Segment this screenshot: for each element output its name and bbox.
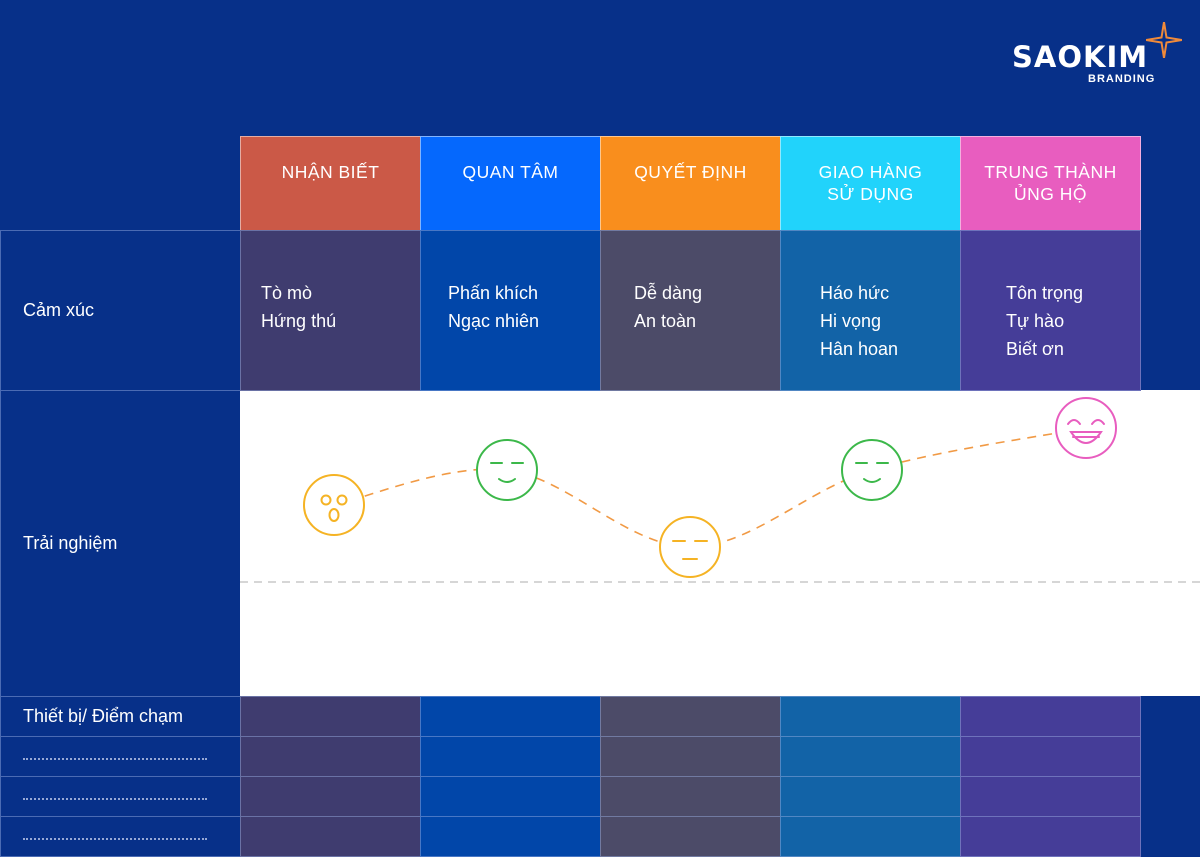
placeholder-cell [420, 736, 601, 777]
stage-header: QUYẾT ĐỊNH [600, 136, 781, 231]
emotion-item: An toàn [634, 311, 697, 331]
content-face-icon [476, 439, 538, 501]
emotion-item: Hi vọng [820, 311, 882, 331]
stage-header: TRUNG THÀNH ỦNG HỘ [960, 136, 1141, 231]
emotion-cell: Phấn khích Ngạc nhiên [420, 230, 601, 391]
placeholder-cell [240, 776, 421, 817]
emotion-item: Tự hào [1006, 311, 1065, 331]
row-label-emotion: Cảm xúc [0, 230, 241, 391]
emotion-item: Ngạc nhiên [448, 311, 540, 331]
dotted-line [23, 837, 207, 840]
laughing-face-icon [1055, 397, 1117, 459]
content-face-icon [841, 439, 903, 501]
emotion-item: Biết ơn [1006, 339, 1064, 359]
row-label-experience: Trải nghiệm [0, 390, 241, 697]
placeholder-row-label [0, 816, 241, 857]
placeholder-cell [600, 816, 781, 857]
emotion-item: Hứng thú [261, 311, 337, 331]
touchpoint-cell [240, 696, 421, 737]
emotion-cell: Tôn trọng Tự hào Biết ơn [960, 230, 1141, 391]
placeholder-cell [240, 816, 421, 857]
dotted-line [23, 757, 207, 760]
emotion-cell: Háo hức Hi vọng Hân hoan [780, 230, 961, 391]
placeholder-row-label [0, 736, 241, 777]
placeholder-cell [780, 816, 961, 857]
placeholder-cell [420, 776, 601, 817]
touchpoint-cell [600, 696, 781, 737]
emotion-item: Tôn trọng [1006, 283, 1084, 303]
placeholder-cell [780, 776, 961, 817]
row-label-device: Thiết bị/ Điểm chạm [0, 696, 241, 737]
emotion-cell: Dễ dàng An toàn [600, 230, 781, 391]
emotion-item: Hân hoan [820, 339, 899, 359]
star-icon [1146, 22, 1182, 58]
neutral-face-icon [659, 516, 721, 578]
touchpoint-cell [960, 696, 1141, 737]
brand-name: SAOKIM [1012, 40, 1149, 74]
placeholder-cell [240, 736, 421, 777]
surprised-face-icon [303, 474, 365, 536]
touchpoint-cell [420, 696, 601, 737]
stage-header: NHẬN BIẾT [240, 136, 421, 231]
placeholder-cell [960, 736, 1141, 777]
touchpoint-cell [780, 696, 961, 737]
experience-curve-svg [240, 397, 1200, 583]
emotion-item: Háo hức [820, 283, 890, 303]
placeholder-cell [960, 816, 1141, 857]
dotted-line [23, 797, 207, 800]
placeholder-cell [600, 736, 781, 777]
placeholder-cell [960, 776, 1141, 817]
placeholder-cell [420, 816, 601, 857]
experience-chart [240, 390, 1200, 696]
emotion-cell: Tò mò Hứng thú [240, 230, 421, 391]
brand-logo: SAOKIM BRANDING [1000, 22, 1190, 92]
placeholder-row-label [0, 776, 241, 817]
emotion-item: Phấn khích [448, 283, 539, 303]
emotion-item: Tò mò [261, 283, 313, 303]
placeholder-cell [600, 776, 781, 817]
stage-header: QUAN TÂM [420, 136, 601, 231]
brand-subtitle: BRANDING [1088, 73, 1156, 85]
placeholder-cell [780, 736, 961, 777]
emotion-item: Dễ dàng [634, 283, 703, 303]
stage-header: GIAO HÀNG SỬ DỤNG [780, 136, 961, 231]
